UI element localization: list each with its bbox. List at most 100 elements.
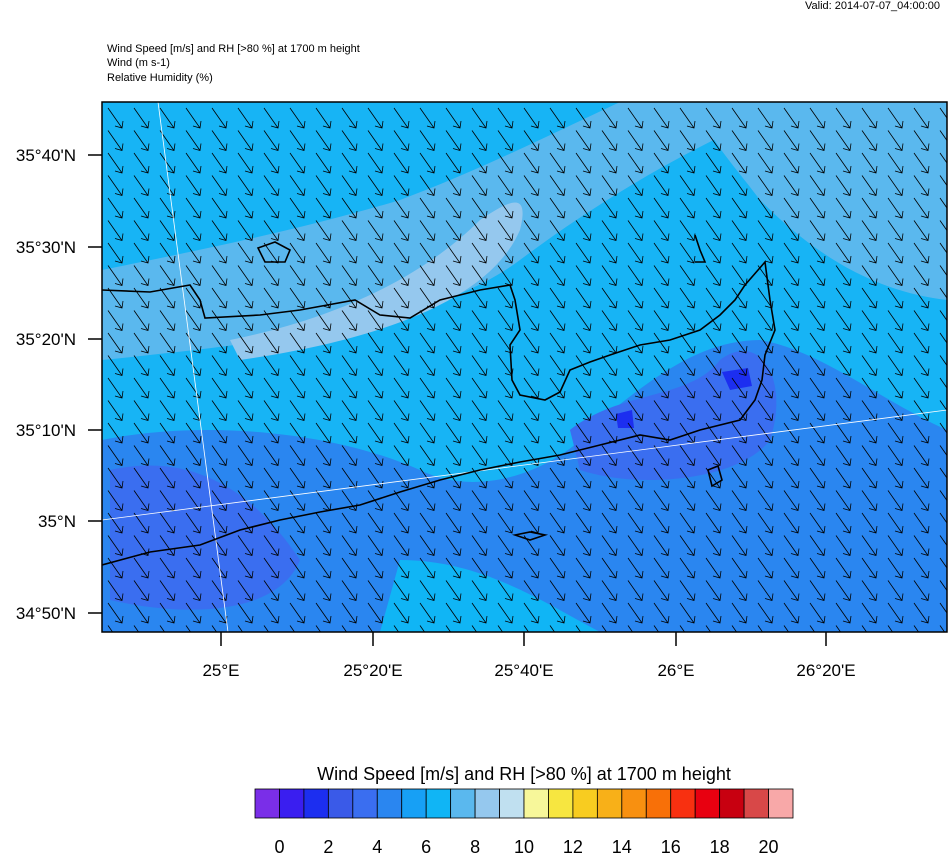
wind-arrow — [159, 625, 166, 632]
wind-arrow — [939, 490, 947, 509]
wind-arrow — [393, 265, 410, 287]
wind-arrow — [731, 152, 748, 174]
wind-arrow — [497, 242, 514, 264]
wind-arrow — [263, 152, 280, 174]
wind-arrow — [133, 130, 150, 152]
wind-arrow — [679, 445, 696, 467]
wind-arrow — [861, 220, 878, 242]
wind-arrow — [237, 625, 244, 632]
wind-arrow — [185, 107, 202, 129]
wind-arrow — [393, 580, 410, 602]
wind-arrow — [393, 220, 410, 242]
wind-arrow — [601, 355, 618, 377]
lat-label: 35°40'N — [16, 146, 76, 165]
wind-arrow — [653, 220, 670, 242]
wind-arrow — [159, 107, 176, 129]
wind-arrow — [809, 265, 826, 287]
wind-arrow — [133, 175, 150, 197]
wind-arrow — [783, 287, 800, 309]
wind-arrow — [133, 512, 150, 534]
wind-arrow — [497, 220, 514, 242]
wind-arrow — [705, 265, 722, 287]
wind-arrow — [861, 557, 878, 579]
wind-arrow — [133, 152, 150, 174]
wind-arrow — [107, 535, 124, 557]
wind-arrow — [835, 400, 852, 422]
wind-arrow — [185, 512, 202, 534]
colorbar-swatch — [694, 788, 721, 819]
colorbar-swatch — [303, 788, 329, 819]
wind-arrow — [809, 220, 826, 242]
wind-arrow — [237, 445, 254, 467]
wind-arrow — [705, 557, 722, 579]
wind-arrow — [887, 535, 904, 557]
wind-arrow — [731, 107, 748, 129]
wind-arrow — [757, 445, 774, 467]
wind-arrow — [731, 220, 748, 242]
wind-arrow — [575, 467, 592, 489]
wind-arrow — [783, 265, 800, 287]
wind-arrow — [835, 355, 852, 377]
wind-arrow — [939, 445, 947, 464]
wind-arrow — [887, 332, 904, 354]
wind-arrow — [367, 625, 374, 632]
wind-arrow — [627, 377, 644, 399]
wind-arrow — [289, 220, 306, 242]
wind-arrow — [107, 175, 124, 197]
wind-arrow — [783, 220, 800, 242]
wind-arrow — [913, 175, 930, 197]
wind-arrow — [913, 220, 930, 242]
wind-arrow — [731, 467, 748, 489]
wind-arrow — [705, 242, 722, 264]
wind-arrow — [653, 287, 670, 309]
wind-arrow — [341, 535, 358, 557]
wind-arrow — [913, 107, 930, 129]
coastline — [102, 234, 776, 566]
wind-arrow — [887, 445, 904, 467]
wind-arrow — [211, 152, 228, 174]
wind-arrow — [627, 220, 644, 242]
wind-arrow — [419, 107, 436, 129]
wind-arrow — [159, 197, 176, 219]
wind-arrow — [393, 377, 410, 399]
wind-arrow — [315, 152, 332, 174]
wind-arrow — [861, 107, 878, 129]
wind-arrow — [107, 557, 124, 579]
wind-arrow — [289, 265, 306, 287]
wind-arrow — [237, 490, 254, 512]
wind-arrow — [783, 625, 790, 632]
wind-arrow — [887, 355, 904, 377]
wind-arrow — [211, 490, 228, 512]
wind-arrow — [887, 242, 904, 264]
wind-arrow — [497, 265, 514, 287]
wind-arrow — [445, 445, 462, 467]
wind-arrow — [861, 377, 878, 399]
wind-arrow — [809, 445, 826, 467]
wind-arrow — [705, 445, 722, 467]
wind-arrow — [913, 265, 930, 287]
wind-arrow — [757, 535, 774, 557]
wind-arrow — [263, 625, 270, 632]
wind-arrow — [679, 130, 696, 152]
wind-arrow — [627, 310, 644, 332]
wind-arrow — [445, 602, 462, 624]
wind-arrow — [835, 220, 852, 242]
wind-arrow — [315, 580, 332, 602]
wind-arrow — [393, 467, 410, 489]
wind-arrow — [315, 355, 332, 377]
wind-arrow — [809, 467, 826, 489]
colorbar-label: 2 — [323, 837, 333, 854]
wind-arrow — [341, 332, 358, 354]
wind-arrow — [627, 535, 644, 557]
wind-arrow — [705, 287, 722, 309]
wind-arrow — [133, 242, 150, 264]
wind-arrow — [575, 422, 592, 444]
wind-arrow — [757, 580, 774, 602]
wind-arrow — [159, 445, 176, 467]
wind-arrow — [679, 355, 696, 377]
wind-arrow — [445, 580, 462, 602]
wind-arrow — [393, 242, 410, 264]
wind-arrow — [367, 175, 384, 197]
wind-arrow — [835, 310, 852, 332]
wind-arrow — [341, 310, 358, 332]
